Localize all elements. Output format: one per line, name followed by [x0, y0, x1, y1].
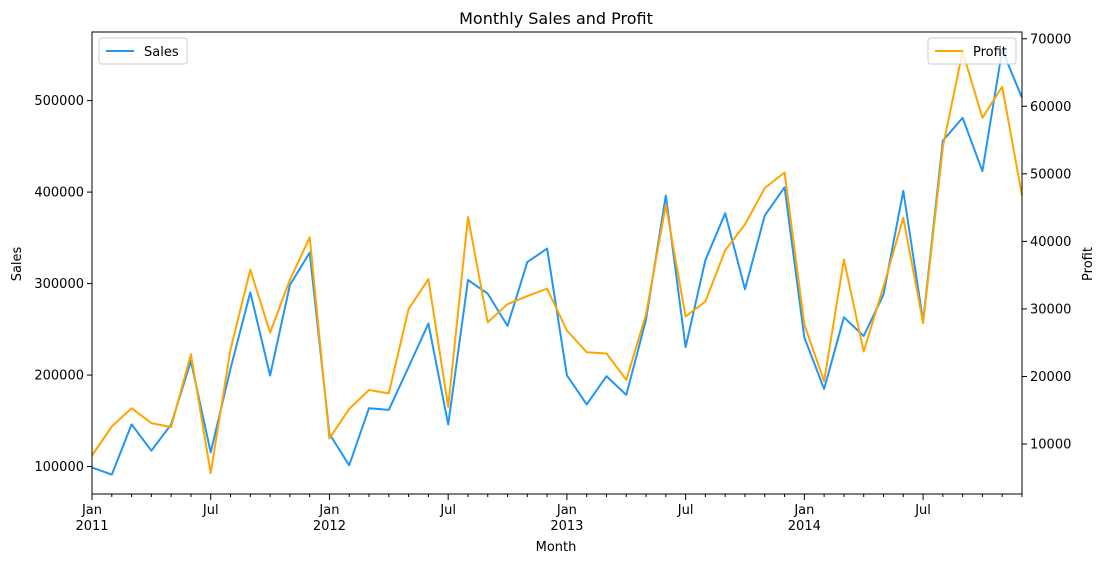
sales-legend: Sales	[98, 37, 188, 65]
y2-axis-title: Profit	[1081, 247, 1096, 281]
series-layer	[91, 48, 1023, 476]
sales-axis: 100000 200000 300000 400000 500000	[34, 94, 92, 475]
x-tick-label: Jan	[793, 503, 814, 518]
y2-tick-label: 70000	[1030, 32, 1071, 47]
x-tick-label: Jan	[556, 503, 577, 518]
y2-tick-label: 60000	[1030, 100, 1071, 115]
y-tick-label: 100000	[34, 460, 84, 475]
profit-legend-box	[927, 37, 1017, 65]
y2-tick-label: 50000	[1030, 167, 1071, 182]
x-tick-label: Jan	[81, 503, 102, 518]
x-tick-label: Jul	[677, 503, 694, 518]
x-tick-label: Jul	[202, 503, 219, 518]
sales-legend-label: Sales	[144, 45, 179, 60]
y-tick-label: 300000	[34, 277, 84, 292]
sales-line	[91, 48, 1023, 476]
y-tick-label: 200000	[34, 369, 84, 384]
x-tick-label: Jan	[318, 503, 339, 518]
y2-tick-label: 10000	[1030, 438, 1071, 453]
profit-line	[91, 50, 1023, 475]
y2-tick-label: 20000	[1030, 370, 1071, 385]
sales-legend-box	[98, 37, 188, 65]
x-tick-year: 2014	[788, 519, 821, 534]
y2-tick-label: 30000	[1030, 302, 1071, 317]
x-tick-year: 2013	[550, 519, 583, 534]
profit-legend: Profit	[927, 37, 1017, 65]
y-axis-title: Sales	[10, 246, 25, 281]
x-tick-label: Jul	[914, 503, 931, 518]
profit-axis: 10000 20000 30000 40000 50000 60000 70000	[1022, 32, 1071, 453]
x-tick-year: 2012	[313, 519, 346, 534]
plot-frame	[91, 31, 1023, 495]
x-tick-year: 2011	[75, 519, 108, 534]
x-tick-label: Jul	[439, 503, 456, 518]
y-tick-label: 400000	[34, 186, 84, 201]
y-tick-label: 500000	[34, 94, 84, 109]
profit-legend-label: Profit	[973, 45, 1007, 60]
x-axis-title: Month	[536, 540, 577, 555]
y2-tick-label: 40000	[1030, 235, 1071, 250]
chart-title: Monthly Sales and Profit	[459, 9, 653, 28]
